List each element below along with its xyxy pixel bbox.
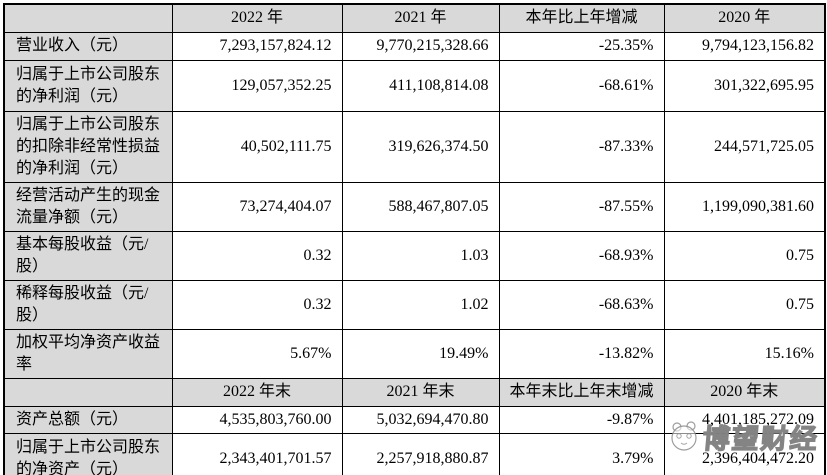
value-2022: 0.32 [171,230,343,281]
row-label: 基本每股收益（元/股） [3,230,173,281]
value-change: -87.55% [498,181,665,232]
value-2022: 40,502,111.75 [171,110,343,183]
value-change: -68.63% [498,279,665,330]
value-2020: 15.16% [663,328,826,379]
row-label: 营业收入（元） [3,31,173,61]
value-2020: 9,794,123,156.82 [663,31,826,61]
value-2020: 0.75 [663,230,826,281]
table-row-total-assets: 资产总额（元） 4,535,803,760.00 5,032,694,470.8… [3,405,826,434]
header-cell-2020-yearend: 2020 年末 [663,377,826,407]
table-row-basic-eps: 基本每股收益（元/股） 0.32 1.03 -68.93% 0.75 [3,230,826,281]
table-row-net-profit: 归属于上市公司股东的净利润（元） 129,057,352.25 411,108,… [3,59,826,112]
table-row-net-assets: 归属于上市公司股东的净资产（元） 2,343,401,701.57 2,257,… [3,432,826,475]
value-2021: 1.03 [341,230,500,281]
value-change: -87.33% [498,110,665,183]
value-change: -68.93% [498,230,665,281]
value-2020: 2,396,404,472.20 [663,432,826,475]
value-2022: 0.32 [171,279,343,330]
value-2021: 2,257,918,880.87 [341,432,500,475]
value-2021: 9,770,215,328.66 [341,31,500,61]
header-cell-empty [3,3,173,33]
value-2022: 73,274,404.07 [171,181,343,232]
financial-summary-table: 2022 年 2021 年 本年比上年增减 2020 年 营业收入（元） 7,2… [3,3,826,475]
header-cell-2021-yearend: 2021 年末 [341,377,500,407]
header-cell-yearend-change: 本年末比上年末增减 [498,377,665,407]
row-label: 加权平均净资产收益率 [3,328,173,379]
row-label: 经营活动产生的现金流量净额（元） [3,181,173,232]
value-2022: 2,343,401,701.57 [171,432,343,475]
value-2020: 0.75 [663,279,826,330]
header-cell-2021: 2021 年 [341,3,500,33]
value-2022: 4,535,803,760.00 [171,405,343,434]
table-header-row-annual: 2022 年 2021 年 本年比上年增减 2020 年 [3,3,826,33]
value-2021: 5,032,694,470.80 [341,405,500,434]
value-2021: 1.02 [341,279,500,330]
value-change: 3.79% [498,432,665,475]
row-label: 归属于上市公司股东的净利润（元） [3,59,173,112]
value-2020: 4,401,185,272.09 [663,405,826,434]
value-2020: 1,199,090,381.60 [663,181,826,232]
row-label: 归属于上市公司股东的扣除非经常性损益的净利润（元） [3,110,173,183]
header-cell-empty [3,377,173,407]
value-2021: 319,626,374.50 [341,110,500,183]
value-2022: 5.67% [171,328,343,379]
table-header-row-yearend: 2022 年末 2021 年末 本年末比上年末增减 2020 年末 [3,377,826,407]
value-change: -13.82% [498,328,665,379]
row-label: 稀释每股收益（元/股） [3,279,173,330]
header-cell-yoy-change: 本年比上年增减 [498,3,665,33]
row-label: 归属于上市公司股东的净资产（元） [3,432,173,475]
table-row-weighted-avg-roe: 加权平均净资产收益率 5.67% 19.49% -13.82% 15.16% [3,328,826,379]
value-change: -25.35% [498,31,665,61]
header-cell-2020: 2020 年 [663,3,826,33]
header-cell-2022-yearend: 2022 年末 [171,377,343,407]
value-2020: 301,322,695.95 [663,59,826,112]
header-cell-2022: 2022 年 [171,3,343,33]
table-row-net-profit-excl-nonrecurring: 归属于上市公司股东的扣除非经常性损益的净利润（元） 40,502,111.75 … [3,110,826,183]
table-row-operating-cash-flow: 经营活动产生的现金流量净额（元） 73,274,404.07 588,467,8… [3,181,826,232]
table-row-diluted-eps: 稀释每股收益（元/股） 0.32 1.02 -68.63% 0.75 [3,279,826,330]
value-change: -68.61% [498,59,665,112]
value-2021: 588,467,807.05 [341,181,500,232]
value-2021: 411,108,814.08 [341,59,500,112]
value-2022: 129,057,352.25 [171,59,343,112]
value-2020: 244,571,725.05 [663,110,826,183]
row-label: 资产总额（元） [3,405,173,434]
value-2022: 7,293,157,824.12 [171,31,343,61]
value-change: -9.87% [498,405,665,434]
value-2021: 19.49% [341,328,500,379]
table-row-revenue: 营业收入（元） 7,293,157,824.12 9,770,215,328.6… [3,31,826,61]
